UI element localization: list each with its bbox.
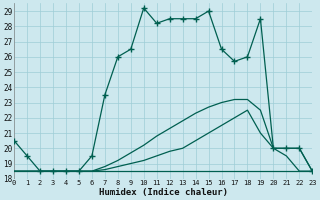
- X-axis label: Humidex (Indice chaleur): Humidex (Indice chaleur): [99, 188, 228, 197]
